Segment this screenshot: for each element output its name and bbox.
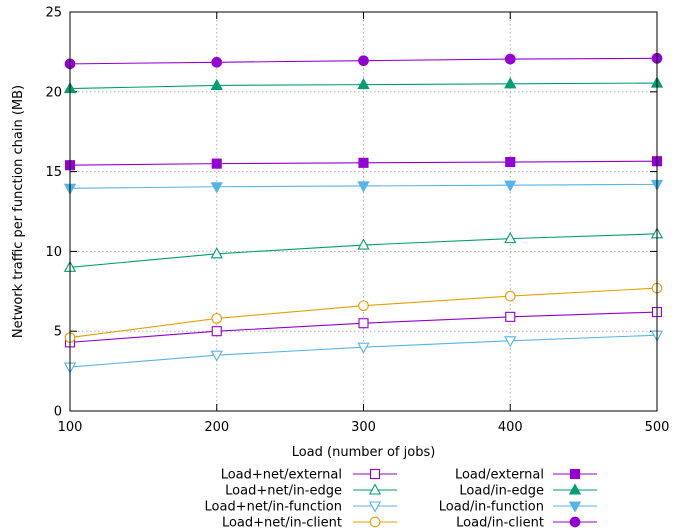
legend-label: Load/external [455, 468, 544, 483]
data-point [358, 300, 369, 312]
legend-entry: Load/in-edge [459, 483, 597, 499]
data-point [369, 468, 381, 480]
data-point [569, 516, 581, 528]
data-point [368, 483, 382, 495]
y-tick-label: 5 [54, 325, 62, 340]
legend-label: Load+net/in-edge [225, 484, 342, 499]
data-point [211, 326, 222, 337]
data-point [568, 483, 582, 495]
data-point [504, 290, 516, 302]
series-load-in-function [63, 179, 664, 196]
legend-entry: Load+net/in-function [205, 500, 397, 515]
legend-entry: Load+net/in-client [222, 516, 397, 531]
data-point [504, 180, 517, 192]
data-point [210, 247, 223, 259]
data-point [211, 313, 223, 324]
axis-ticks: 0 5 10 15 20 25 100 200 300 400 500 [45, 6, 669, 436]
data-point [368, 501, 382, 513]
x-axis-label: Load (number of jobs) [292, 445, 436, 460]
data-point [210, 78, 223, 90]
data-point [358, 55, 369, 67]
y-tick-label: 20 [45, 85, 62, 100]
data-point [211, 56, 223, 68]
data-point [569, 468, 581, 480]
legend-entry: Load+net/in-edge [225, 483, 397, 499]
legend-label: Load/in-edge [459, 484, 544, 499]
data-point [504, 53, 516, 65]
data-point [211, 158, 222, 169]
x-tick-label: 300 [351, 420, 376, 435]
legend-label: Load/in-client [456, 516, 544, 531]
series-load-net-in-function [63, 330, 664, 374]
data-point [210, 350, 223, 362]
data-point [504, 336, 517, 348]
x-tick-label: 100 [58, 420, 83, 435]
data-point [358, 157, 369, 168]
data-point [357, 181, 370, 193]
series-load-net-in-edge [63, 227, 664, 272]
legend-entry: Load/external [455, 468, 597, 483]
legend-label: Load/in-function [439, 500, 544, 515]
legend: Load+net/externalLoad+net/in-edgeLoad+ne… [205, 468, 597, 531]
y-tick-label: 15 [45, 165, 62, 180]
data-point [369, 516, 381, 528]
y-tick-label: 25 [45, 6, 62, 21]
data-point [568, 501, 582, 513]
data-point [504, 231, 517, 244]
x-tick-label: 200 [204, 420, 229, 435]
data-point [357, 77, 370, 90]
x-tick-label: 400 [498, 420, 523, 435]
legend-entry: Load+net/external [221, 468, 397, 483]
data-point [210, 182, 223, 194]
series-load-external [64, 156, 663, 171]
legend-label: Load+net/external [221, 468, 342, 483]
data-point [358, 318, 369, 329]
data-point [504, 77, 517, 89]
legend-label: Load+net/in-client [222, 516, 342, 531]
y-tick-label: 0 [54, 405, 62, 420]
x-tick-label: 500 [645, 420, 670, 435]
legend-label: Load+net/in-function [205, 500, 342, 515]
data-point [505, 156, 516, 168]
plot-frame [69, 11, 658, 412]
series-load-in-edge [63, 76, 664, 94]
series-load-in-client [64, 52, 663, 70]
legend-entry: Load/in-client [456, 516, 597, 531]
data-point [357, 238, 370, 250]
y-tick-label: 10 [45, 245, 62, 260]
y-axis-label: Network traffic per function chain (MB) [11, 85, 26, 338]
data-point [505, 311, 516, 322]
legend-entry: Load/in-function [439, 500, 597, 515]
data-point [357, 342, 370, 354]
